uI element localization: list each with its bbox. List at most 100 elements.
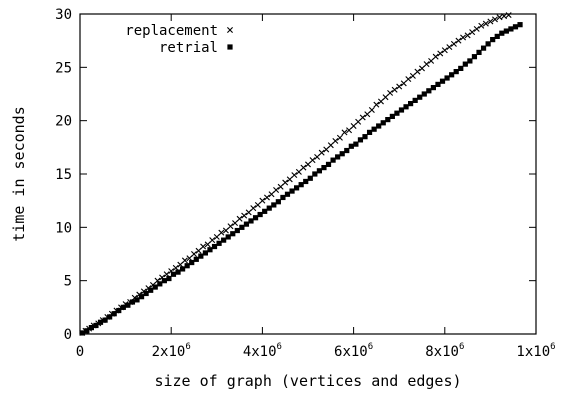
marker-stroke — [314, 153, 321, 160]
point-retrial — [408, 101, 414, 107]
point-retrial — [289, 188, 295, 194]
marker-stroke — [309, 157, 316, 164]
point-replacement — [209, 237, 216, 244]
point-replacement — [387, 89, 394, 96]
point-replacement — [478, 22, 485, 29]
point-retrial — [380, 120, 386, 126]
point-replacement — [487, 18, 494, 25]
point-replacement — [396, 83, 403, 90]
point-retrial — [325, 161, 332, 167]
point-retrial — [435, 81, 441, 87]
marker-stroke — [505, 12, 512, 19]
point-retrial — [198, 253, 204, 259]
point-replacement — [377, 98, 384, 105]
point-retrial — [275, 199, 281, 205]
x-tick-label: 6x106 — [334, 342, 373, 360]
marker-stroke — [336, 134, 343, 141]
point-replacement — [382, 94, 389, 101]
point-replacement — [336, 134, 343, 141]
legend: replacement retrial — [125, 23, 233, 56]
marker-stroke — [396, 83, 403, 90]
point-retrial — [193, 256, 199, 262]
point-replacement — [368, 107, 375, 113]
point-replacement — [273, 187, 280, 193]
x-tick-label: 8x106 — [425, 342, 464, 360]
marker-stroke — [318, 149, 325, 156]
point-retrial — [107, 314, 113, 320]
marker-stroke — [159, 274, 166, 281]
point-replacement — [309, 157, 316, 164]
marker-stroke — [460, 34, 467, 41]
point-retrial — [111, 311, 117, 317]
x-tick-label: 2x106 — [152, 342, 191, 360]
marker-stroke — [469, 29, 476, 36]
marker-stroke — [491, 16, 498, 23]
marker-stroke — [172, 264, 179, 271]
point-retrial — [180, 266, 186, 272]
marker-stroke — [227, 223, 234, 230]
point-replacement — [482, 20, 489, 27]
point-retrial — [170, 271, 177, 277]
y-tick-label: 20 — [55, 114, 72, 130]
point-replacement — [318, 149, 325, 156]
point-replacement — [232, 220, 239, 227]
point-retrial — [152, 284, 158, 290]
marker-stroke — [209, 237, 216, 244]
marker-stroke — [441, 47, 448, 54]
point-replacement — [464, 32, 471, 39]
point-retrial — [157, 281, 163, 287]
x-tick-labels: 0 2x106 4x106 6x106 8x106 1x106 — [76, 342, 556, 360]
marker-stroke — [273, 187, 280, 193]
marker-stroke — [186, 255, 193, 262]
point-retrial — [499, 30, 505, 36]
point-retrial — [458, 65, 464, 71]
point-replacement — [432, 53, 439, 60]
marker-stroke — [218, 229, 225, 236]
marker-stroke — [455, 37, 462, 44]
point-retrial — [307, 175, 313, 181]
point-retrial — [357, 137, 364, 143]
point-retrial — [129, 299, 136, 305]
point-retrial — [316, 168, 322, 174]
point-retrial — [202, 250, 208, 256]
point-retrial — [376, 123, 382, 129]
point-retrial — [207, 247, 213, 253]
point-retrial — [490, 37, 496, 43]
point-retrial — [248, 218, 254, 224]
y-tick-label: 30 — [55, 7, 72, 23]
point-replacement — [437, 50, 444, 57]
point-retrial — [88, 325, 94, 331]
marker-stroke — [277, 183, 284, 190]
legend-marker-retrial — [227, 44, 233, 50]
marker-stroke — [286, 176, 293, 183]
point-retrial — [471, 54, 478, 60]
point-retrial — [494, 33, 500, 39]
point-retrial — [421, 91, 427, 97]
point-retrial — [398, 107, 405, 113]
point-retrial — [321, 165, 327, 171]
series-retrial — [79, 22, 523, 336]
point-retrial — [257, 211, 263, 218]
y-tick-label: 5 — [64, 274, 72, 290]
marker-stroke — [254, 201, 261, 208]
marker-stroke — [432, 53, 439, 60]
y-tick-labels: 0 5 10 15 20 25 30 — [55, 7, 72, 343]
point-retrial — [230, 231, 236, 237]
point-retrial — [335, 154, 341, 160]
marker-stroke — [232, 220, 239, 227]
point-retrial — [280, 194, 286, 201]
point-retrial — [344, 147, 350, 154]
point-retrial — [449, 72, 455, 78]
y-tick-label: 0 — [64, 327, 72, 343]
marker-stroke — [177, 261, 184, 268]
marker-stroke — [437, 50, 444, 57]
point-replacement — [295, 168, 302, 175]
point-retrial — [161, 278, 167, 284]
marker-stroke — [482, 20, 489, 27]
point-retrial — [184, 263, 190, 269]
point-replacement — [419, 65, 425, 72]
marker-stroke — [364, 111, 371, 118]
marker-stroke — [200, 243, 207, 250]
point-replacement — [204, 241, 211, 248]
point-retrial — [453, 69, 459, 75]
